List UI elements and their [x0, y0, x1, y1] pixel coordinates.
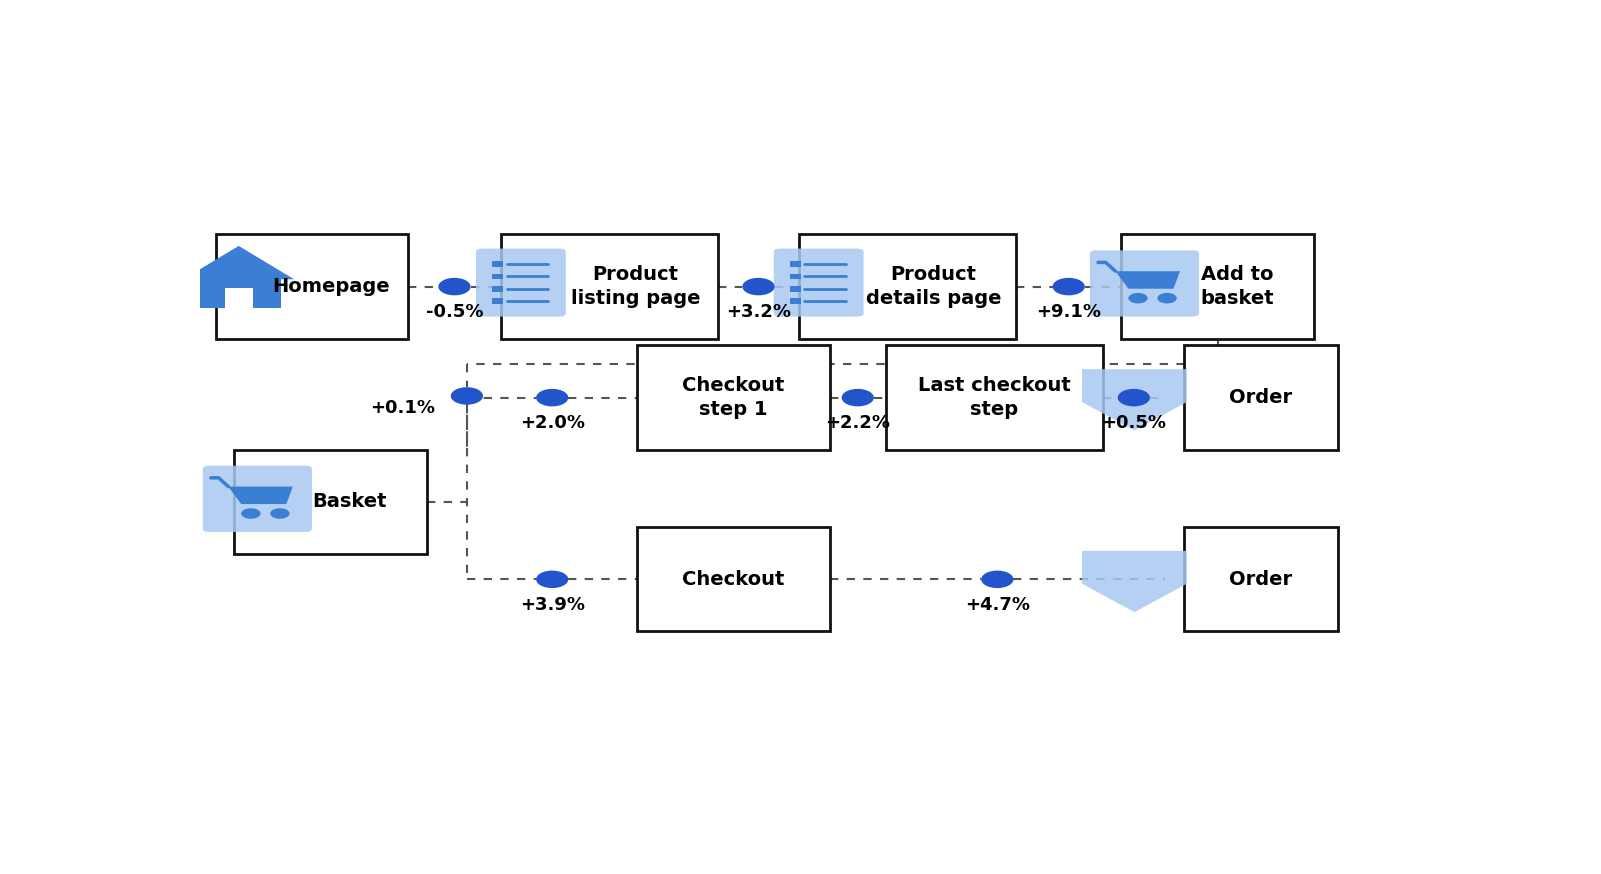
Bar [492, 261, 503, 267]
Bar [637, 527, 829, 632]
Text: Basket: Basket [312, 492, 387, 511]
Circle shape [842, 389, 874, 406]
Text: +3.2%: +3.2% [725, 303, 791, 322]
Text: -0.5%: -0.5% [426, 303, 484, 322]
Circle shape [536, 389, 568, 406]
Text: Order: Order [1230, 570, 1292, 589]
Bar [789, 286, 800, 292]
Circle shape [439, 278, 471, 295]
Text: +3.9%: +3.9% [520, 596, 584, 614]
Text: Add to
basket: Add to basket [1201, 266, 1274, 308]
Circle shape [1158, 293, 1177, 303]
Circle shape [451, 387, 484, 405]
Polygon shape [224, 288, 253, 309]
Polygon shape [184, 246, 295, 280]
Polygon shape [1082, 551, 1186, 612]
Text: Product
details page: Product details page [866, 266, 1001, 308]
Text: +2.2%: +2.2% [825, 414, 890, 433]
Circle shape [1052, 278, 1085, 295]
Bar [216, 234, 408, 339]
Text: +0.1%: +0.1% [370, 399, 435, 417]
Text: Last checkout
step: Last checkout step [917, 377, 1071, 419]
Text: +2.0%: +2.0% [520, 414, 584, 433]
Circle shape [1129, 293, 1148, 303]
Circle shape [1117, 389, 1150, 406]
FancyBboxPatch shape [475, 248, 565, 316]
Circle shape [743, 278, 775, 295]
Polygon shape [229, 487, 293, 504]
Circle shape [242, 509, 261, 519]
Bar [637, 345, 829, 450]
Text: Order: Order [1230, 388, 1292, 407]
Bar [789, 261, 800, 267]
FancyBboxPatch shape [773, 248, 863, 316]
Bar [1185, 345, 1338, 450]
Text: +9.1%: +9.1% [1036, 303, 1101, 322]
Circle shape [271, 509, 290, 519]
Polygon shape [1116, 271, 1180, 288]
Polygon shape [197, 280, 282, 309]
Bar [234, 450, 426, 554]
Text: +4.7%: +4.7% [965, 596, 1029, 614]
Text: Checkout
step 1: Checkout step 1 [682, 377, 784, 419]
Bar [492, 286, 503, 292]
Polygon shape [1082, 369, 1186, 430]
Bar [789, 298, 800, 304]
Bar [1121, 234, 1314, 339]
Bar [492, 298, 503, 304]
Text: Product
listing page: Product listing page [572, 266, 700, 308]
Bar [1185, 527, 1338, 632]
Bar [885, 345, 1103, 450]
FancyBboxPatch shape [203, 466, 312, 532]
Circle shape [981, 571, 1013, 588]
Bar [492, 274, 503, 280]
Circle shape [536, 571, 568, 588]
Bar [789, 274, 800, 280]
Bar [799, 234, 1017, 339]
Text: +0.5%: +0.5% [1101, 414, 1166, 433]
Text: Checkout: Checkout [682, 570, 784, 589]
Bar [501, 234, 719, 339]
FancyBboxPatch shape [1090, 250, 1199, 316]
Text: Homepage: Homepage [272, 277, 389, 296]
